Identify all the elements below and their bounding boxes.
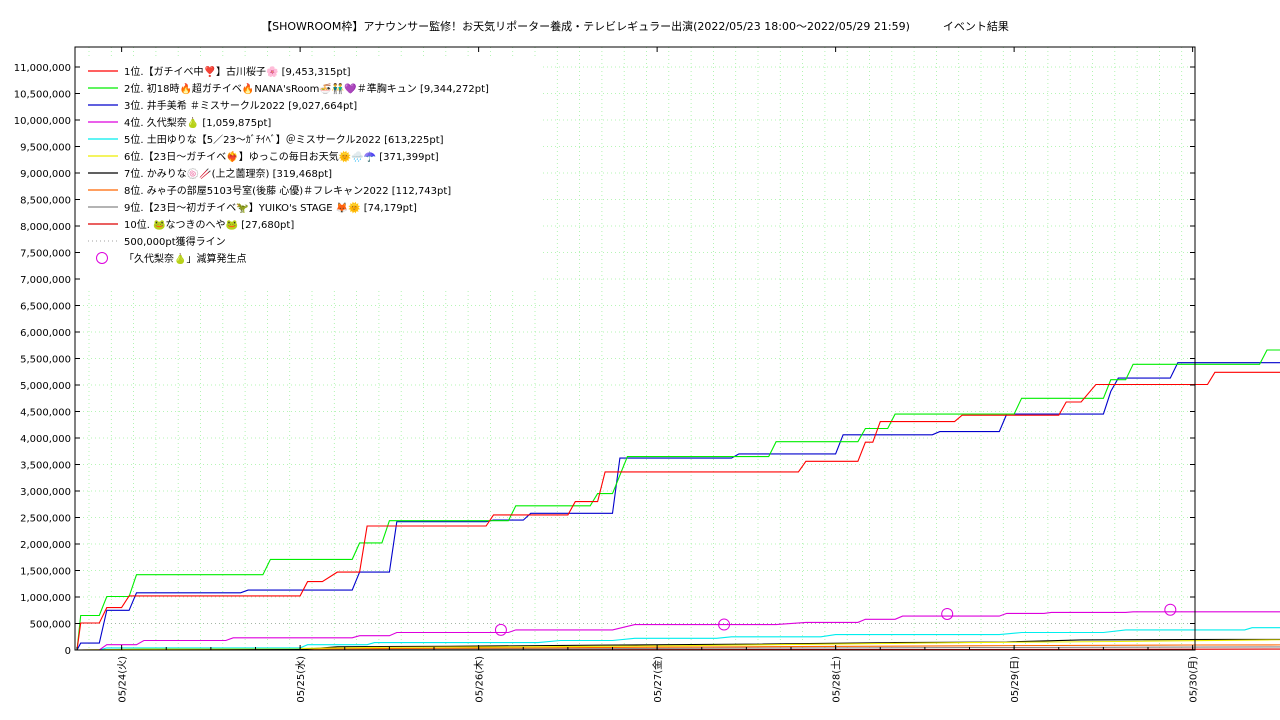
subtraction-marker (941, 607, 954, 620)
y-tick-label: 1,000,000 (20, 593, 71, 604)
x-tick-label: 05/27(金) (651, 656, 664, 703)
y-tick-label: 9,000,000 (20, 169, 71, 180)
legend-entry: 9位.【23日～初ガチイベ🦖】YUIKO's STAGE 🦊🌞 [74,179p… (124, 201, 417, 214)
y-tick-label: 7,000,000 (20, 275, 71, 286)
y-tick-label: 0 (65, 646, 71, 657)
legend-entry: 5位. 土田ゆりな【5／23～ｶﾞﾁｲﾍﾞ】＠ミスサークル2022 [613,2… (124, 133, 444, 146)
y-tick-label: 500,000 (30, 620, 71, 631)
x-tick-label: 05/29(日) (1010, 656, 1021, 703)
legend-entry: 10位. 🐸なつきのへや🐸 [27,680pt] (124, 218, 294, 231)
y-tick-label: 2,000,000 (20, 540, 71, 551)
y-tick-label: 8,000,000 (20, 222, 71, 233)
legend-entry: 6位.【23日～ガチイベ❤️‍🔥】ゆっこの毎日お天気🌞🌧️☂️ [371,399… (124, 150, 439, 163)
y-tick-label: 5,500,000 (20, 355, 71, 366)
x-tick-label: 05/30(月) (1188, 656, 1200, 703)
subtraction-marker (494, 623, 507, 636)
legend-entry: 4位. 久代梨奈🍐 [1,059,875pt] (124, 116, 271, 129)
series-line-4 (77, 611, 1280, 651)
series-line-8 (76, 644, 1280, 651)
series-line-1 (76, 371, 1280, 651)
legend-entry-reference: 500,000pt獲得ライン (124, 235, 226, 248)
series-line-2 (76, 349, 1280, 651)
y-tick-label: 6,500,000 (20, 302, 71, 313)
x-tick-label: 05/25(水) (295, 656, 307, 703)
subtraction-marker (718, 618, 731, 631)
y-tick-label: 4,000,000 (20, 434, 71, 445)
series-line-7 (76, 638, 1280, 651)
chart-title: 【SHOWROOM枠】アナウンサー監修！お天気リポーター養成・テレビレギュラー出… (261, 19, 1009, 33)
y-axis: 0 500,000 1,000,000 1,500,000 2,000,000 2,500… (14, 63, 1195, 657)
y-tick-label: 6,000,000 (20, 328, 71, 339)
series-line-9 (76, 646, 1280, 651)
y-tick-label: 3,000,000 (20, 487, 71, 498)
legend-entry: 2位. 初18時🔥超ガチイベ🔥NANA'sRoom🍜👬💜＃準胸キュン [9,34… (124, 82, 489, 95)
legend-entry: 1位.【ガチイベ中❣️】古川桜子🌸 [9,453,315pt] (124, 65, 351, 78)
legend-box (82, 58, 542, 290)
series-line-3 (76, 362, 1280, 651)
y-tick-label: 2,500,000 (20, 514, 71, 525)
legend-entry: 3位. 井手美希 ＃ミスサークル2022 [9,027,664pt] (124, 99, 357, 112)
x-tick-label: 05/26(木) (474, 656, 486, 703)
plot-frame (74, 46, 1196, 651)
subtraction-markers (494, 603, 1177, 636)
y-tick-label: 5,000,000 (20, 381, 71, 392)
x-tick-label: 05/28(土) (830, 656, 843, 703)
y-tick-label: 10,000,000 (14, 116, 71, 127)
y-tick-label: 8,500,000 (20, 196, 71, 207)
y-tick-label: 4,500,000 (20, 408, 71, 419)
y-tick-label: 1,500,000 (20, 567, 71, 578)
series-line-6 (76, 639, 1280, 651)
y-tick-label: 11,000,000 (14, 63, 71, 74)
series-line-5 (77, 627, 1280, 651)
y-tick-label: 9,500,000 (20, 143, 71, 154)
legend-entry-marker: 「久代梨奈🍐」減算発生点 (124, 252, 246, 265)
y-tick-label: 3,500,000 (20, 461, 71, 472)
x-tick-label: 05/24(火) (117, 656, 129, 703)
legend-swatch-marker (96, 252, 108, 264)
subtraction-marker (1164, 603, 1177, 616)
y-tick-label: 7,500,000 (20, 249, 71, 260)
legend: 1位.【ガチイベ中❣️】古川桜子🌸 [9,453,315pt] 2位. 初18時🔥… (82, 58, 542, 290)
legend-entry: 8位. みゃ子の部屋5103号室(後藤 心優)＃フレキャン2022 [112,7… (124, 184, 451, 197)
x-axis: 05/24(火) 05/25(水) 05/26(木) 05/27(金) 05/28(土)… (76, 47, 1200, 703)
legend-entry: 7位. かみりな🍥🥢(上之薗理奈) [319,468pt] (124, 167, 332, 180)
y-tick-label: 10,500,000 (14, 90, 71, 101)
